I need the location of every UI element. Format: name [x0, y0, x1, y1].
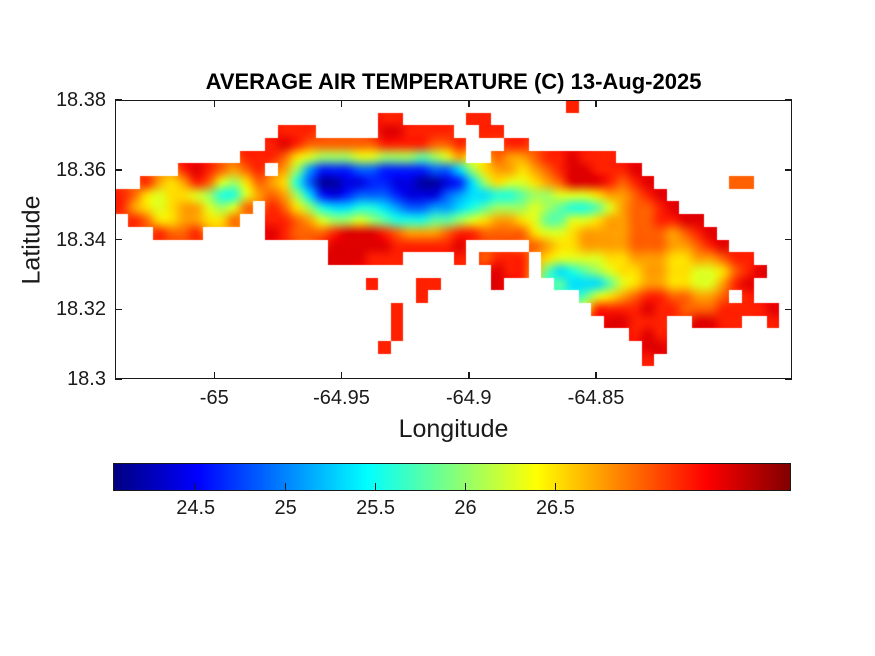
y-tick [785, 169, 792, 171]
colorbar-tick [194, 483, 197, 490]
colorbar-tick-label: 25 [274, 497, 297, 519]
x-tick-label: -64.9 [445, 387, 492, 409]
colorbar-tick-label: 26 [454, 497, 477, 519]
y-tick [785, 308, 792, 310]
colorbar-tick-label: 24.5 [176, 497, 216, 519]
x-tick [595, 372, 597, 379]
x-axis-label: Longitude [398, 415, 509, 443]
y-tick-label: 18.34 [55, 228, 106, 251]
chart-title: AVERAGE AIR TEMPERATURE (C) 13-Aug-2025 [205, 69, 702, 94]
colorbar-gradient [113, 463, 791, 491]
heatmap-canvas [115, 100, 792, 379]
y-tick [785, 238, 792, 241]
y-tick-label: 18.3 [67, 368, 106, 390]
y-tick [785, 378, 792, 380]
x-tick-label: -64.85 [567, 387, 625, 409]
colorbar-tick-label: 26.5 [535, 497, 575, 519]
x-tick-label: -65 [199, 387, 229, 409]
y-tick [115, 169, 122, 171]
x-tick [340, 372, 343, 379]
colorbar-tick-label: 25.5 [356, 497, 396, 519]
y-tick-label: 18.36 [55, 158, 106, 181]
y-tick [115, 238, 122, 241]
x-tick [340, 100, 343, 107]
y-tick [115, 99, 122, 101]
y-tick [115, 378, 122, 380]
colorbar-tick [284, 483, 287, 490]
y-tick-label: 18.32 [55, 298, 106, 321]
y-tick [115, 308, 122, 310]
x-tick-label: -64.95 [313, 387, 370, 409]
x-tick [213, 372, 215, 379]
colorbar-tick [554, 483, 557, 490]
colorbar-tick [374, 483, 377, 490]
y-tick [785, 99, 792, 101]
x-tick [595, 100, 597, 107]
colorbar [113, 463, 791, 491]
y-tick-label: 18.38 [55, 89, 106, 111]
x-tick [468, 372, 470, 379]
colorbar-tick [464, 483, 467, 490]
x-tick [213, 100, 215, 107]
plot-area [115, 99, 792, 380]
x-tick [468, 100, 470, 107]
